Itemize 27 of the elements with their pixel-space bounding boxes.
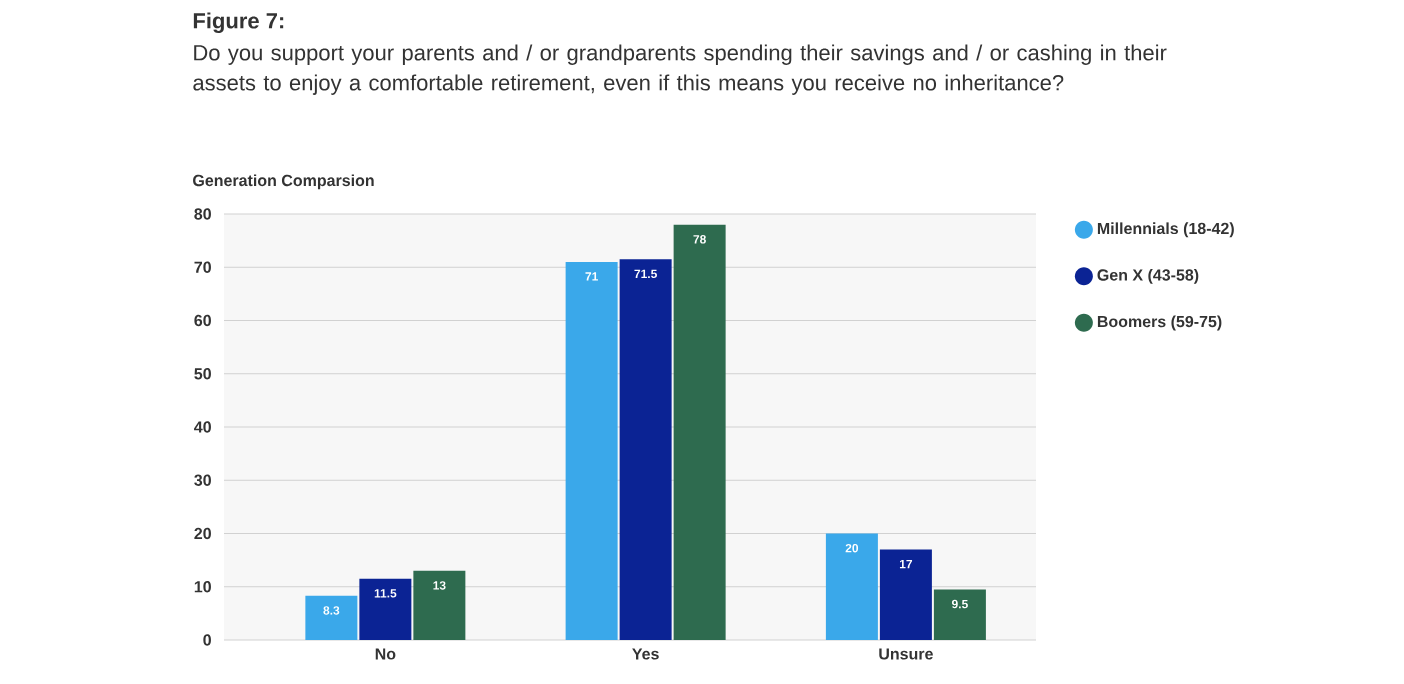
y-tick-label: 70 (194, 261, 211, 273)
bar (619, 259, 672, 640)
bar (413, 570, 466, 640)
x-tick-label: Unsure (879, 648, 933, 660)
bar (359, 578, 412, 640)
y-tick-label: 80 (194, 208, 211, 220)
chart-title: Figure 7: (193, 12, 284, 33)
bar (673, 224, 726, 640)
y-tick-label: 60 (194, 314, 211, 327)
y-tick-label: 10 (194, 581, 211, 593)
y-tick-label: 20 (194, 527, 211, 540)
y-tick-label: 40 (194, 421, 211, 433)
y-tick-label: 0 (203, 634, 211, 646)
text: Generation Comparsion (193, 174, 374, 190)
legend-label: Gen X (43-58) (1097, 268, 1199, 284)
legend-label: Boomers (59-75) (1097, 315, 1222, 331)
bar (305, 595, 358, 640)
y-tick-label: 50 (194, 368, 211, 380)
bar (879, 549, 932, 640)
bar (825, 533, 878, 640)
legend-label: Millennials (18-42) (1097, 222, 1234, 238)
chart-subtitle: Do you support your parents and / or grandparents spending their savings and / or cashing in their assets to enjoy a comfortable retirement, even if this means you receive no inheritance? (193, 44, 1167, 95)
x-tick-label: No (375, 648, 396, 660)
x-tick-label: Yes (632, 648, 659, 660)
y-tick-label: 30 (194, 474, 211, 486)
bar (565, 261, 618, 640)
bar (933, 589, 986, 640)
